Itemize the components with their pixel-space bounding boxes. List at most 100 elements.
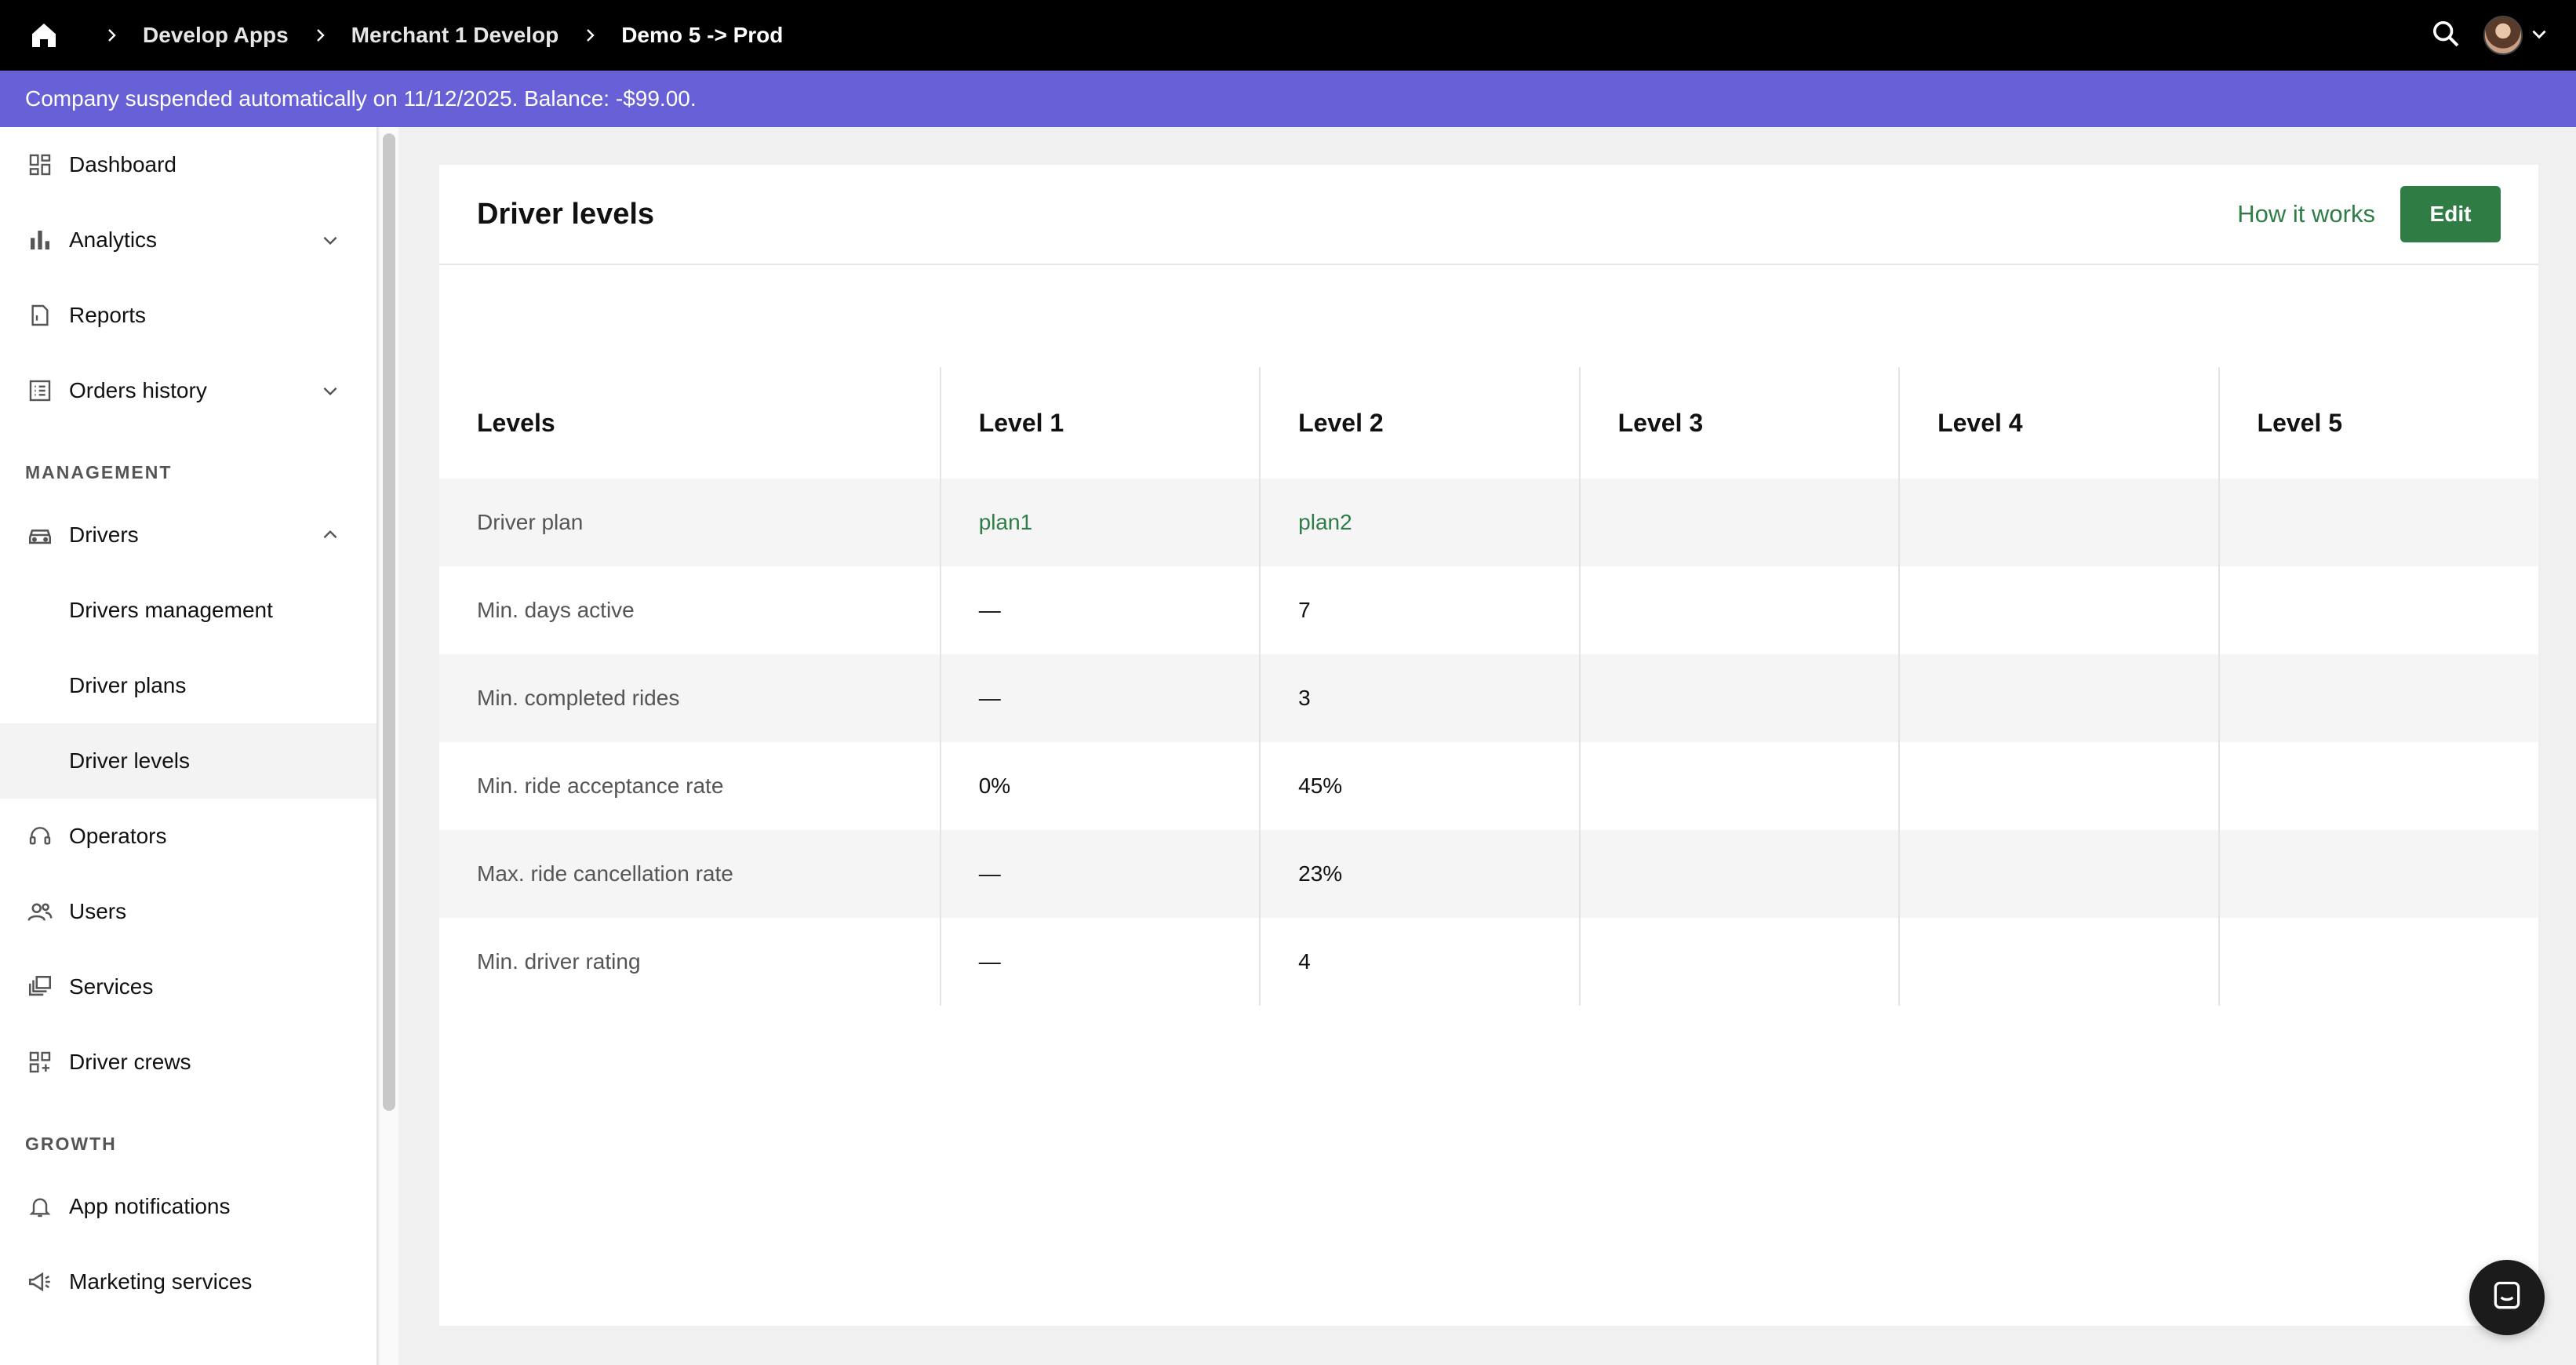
sidebar-scrollbar-thumb[interactable] <box>383 133 395 1111</box>
breadcrumb-current[interactable]: Demo 5 -> Prod <box>621 23 784 47</box>
sidebar-item-dashboard[interactable]: Dashboard <box>0 127 377 202</box>
table-cell <box>1898 654 2219 742</box>
table-cell: 3 <box>1259 654 1580 742</box>
avatar[interactable] <box>2483 16 2523 55</box>
car-icon <box>25 520 55 550</box>
section-label-growth: GROWTH <box>25 1134 117 1154</box>
table-cell <box>1898 566 2219 654</box>
table-cell <box>2218 918 2538 1006</box>
row-label: Min. driver rating <box>477 949 641 974</box>
how-it-works-link[interactable]: How it works <box>2237 200 2375 228</box>
table-cell: 23% <box>1259 830 1580 918</box>
top-bar: Develop Apps Merchant 1 Develop Demo 5 -… <box>0 0 2576 71</box>
sidebar-item-label: Dashboard <box>69 152 176 177</box>
table-cell <box>1898 830 2219 918</box>
dashboard-icon <box>25 150 55 180</box>
chevron-up-icon[interactable] <box>315 520 345 550</box>
chat-launcher-button[interactable] <box>2469 1260 2545 1335</box>
table-row: Min. completed rides — 3 <box>439 654 2538 742</box>
sidebar-item-marketing-services[interactable]: Marketing services <box>0 1244 377 1320</box>
sidebar-item-label: Drivers management <box>69 598 273 622</box>
sidebar-item-label: Operators <box>69 824 167 848</box>
bar-chart-icon <box>25 225 55 255</box>
breadcrumb-develop-apps[interactable]: Develop Apps <box>143 23 289 47</box>
sidebar-item-reports[interactable]: Reports <box>0 278 377 353</box>
headset-icon <box>25 821 55 851</box>
sidebar-item-drivers-management[interactable]: Drivers management <box>0 573 377 648</box>
table-row: Driver plan plan1 plan2 <box>439 479 2538 566</box>
table-cell: — <box>939 566 1261 654</box>
table-header-row: Levels Level 1 Level 2 Level 3 Level 4 L… <box>439 367 2538 479</box>
column-header: Level 1 <box>939 367 1261 479</box>
table-cell <box>2218 742 2538 830</box>
sidebar-item-label: Analytics <box>69 228 158 252</box>
edit-button[interactable]: Edit <box>2400 186 2501 242</box>
search-icon[interactable] <box>2430 18 2461 53</box>
sidebar-item-label: Drivers <box>69 522 139 547</box>
table-row: Max. ride cancellation rate — 23% <box>439 830 2538 918</box>
column-header: Level 3 <box>1578 367 1900 479</box>
sidebar-item-analytics[interactable]: Analytics <box>0 202 377 278</box>
levels-table: Levels Level 1 Level 2 Level 3 Level 4 L… <box>439 367 2538 1006</box>
suspension-banner: Company suspended automatically on 11/12… <box>0 71 2576 127</box>
row-label: Max. ride cancellation rate <box>477 861 733 886</box>
sidebar-item-driver-levels[interactable]: Driver levels <box>0 723 377 799</box>
column-header: Level 2 <box>1259 367 1580 479</box>
row-label: Min. days active <box>477 598 635 622</box>
sidebar-item-app-notifications[interactable]: App notifications <box>0 1169 377 1244</box>
table-cell <box>2218 830 2538 918</box>
sidebar-item-driver-crews[interactable]: Driver crews <box>0 1025 377 1100</box>
table-row: Min. ride acceptance rate 0% 45% <box>439 742 2538 830</box>
sidebar-item-users[interactable]: Users <box>0 874 377 949</box>
table-cell: 4 <box>1259 918 1580 1006</box>
sidebar-item-driver-plans[interactable]: Driver plans <box>0 648 377 723</box>
chevron-down-icon[interactable] <box>315 376 345 406</box>
chevron-down-icon[interactable] <box>315 225 345 255</box>
user-menu[interactable] <box>2483 16 2549 55</box>
home-icon[interactable] <box>27 18 61 53</box>
table-cell <box>1898 742 2219 830</box>
sidebar-item-label: Driver levels <box>69 748 191 773</box>
sidebar: Dashboard Analytics Reports Orders histo… <box>0 127 378 1365</box>
plan-link[interactable]: plan1 <box>939 479 1261 566</box>
section-label-management: MANAGEMENT <box>25 462 173 482</box>
table-cell <box>1578 830 1900 918</box>
services-icon <box>25 972 55 1002</box>
chevron-right-icon <box>303 18 337 53</box>
breadcrumb-merchant[interactable]: Merchant 1 Develop <box>351 23 559 47</box>
chevron-down-icon[interactable] <box>2529 24 2549 48</box>
sidebar-item-services[interactable]: Services <box>0 949 377 1025</box>
driver-levels-card: Driver levels How it works Edit Levels L… <box>439 165 2538 1326</box>
table-cell <box>1578 918 1900 1006</box>
sidebar-item-orders-history[interactable]: Orders history <box>0 353 377 428</box>
table-cell: 7 <box>1259 566 1580 654</box>
plan-link[interactable]: plan2 <box>1259 479 1580 566</box>
chevron-right-icon <box>573 18 607 53</box>
row-label: Min. completed rides <box>477 686 680 710</box>
table-row: Min. days active — 7 <box>439 566 2538 654</box>
sidebar-item-drivers[interactable]: Drivers <box>0 497 377 573</box>
sidebar-item-label: Reports <box>69 303 147 327</box>
table-cell <box>1578 654 1900 742</box>
table-cell <box>2218 566 2538 654</box>
table-cell: — <box>939 918 1261 1006</box>
table-cell <box>1578 566 1900 654</box>
list-icon <box>25 376 55 406</box>
table-cell: 0% <box>939 742 1261 830</box>
column-header: Levels <box>477 408 555 437</box>
row-label: Driver plan <box>477 510 584 534</box>
sidebar-item-operators[interactable]: Operators <box>0 799 377 874</box>
report-icon <box>25 300 55 330</box>
table-row: Min. driver rating — 4 <box>439 918 2538 1006</box>
table-cell <box>1898 479 2219 566</box>
sidebar-item-label: Driver plans <box>69 673 187 697</box>
chevron-right-icon <box>94 18 129 53</box>
users-icon <box>25 897 55 926</box>
table-cell <box>1898 918 2219 1006</box>
sidebar-item-label: Driver crews <box>69 1050 191 1074</box>
sidebar-item-label: Orders history <box>69 378 207 402</box>
card-header: Driver levels How it works Edit <box>439 165 2538 265</box>
table-cell: 45% <box>1259 742 1580 830</box>
breadcrumb: Develop Apps Merchant 1 Develop Demo 5 -… <box>80 18 783 53</box>
megaphone-icon <box>25 1267 55 1297</box>
